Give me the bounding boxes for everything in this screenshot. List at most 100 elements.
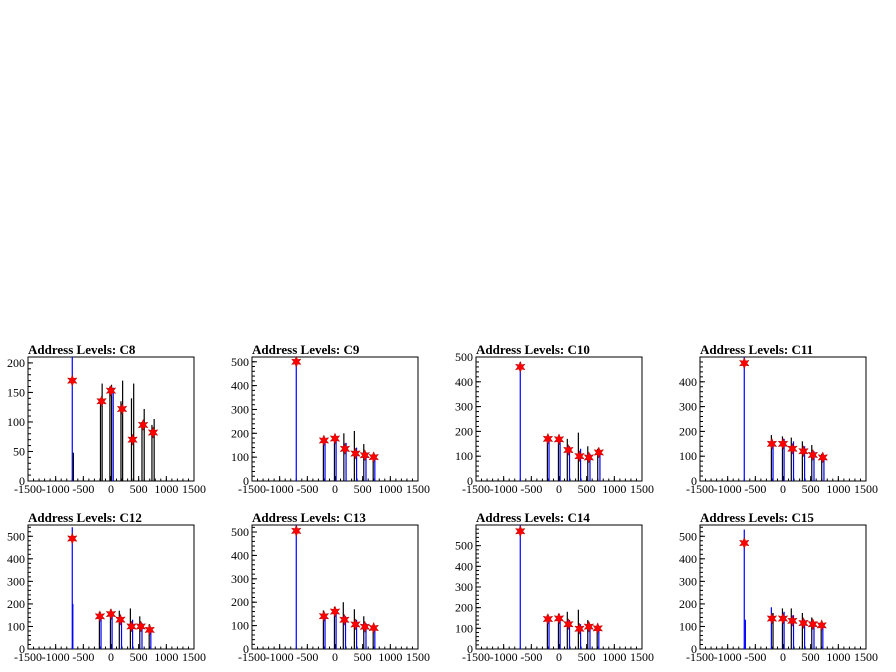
- peak-marker: [359, 449, 371, 462]
- y-tick-label: 200: [7, 597, 25, 611]
- x-tick-label: -1000: [266, 650, 294, 664]
- chart-panel: Address Levels: C13 0 100 200 300 400 500 -1500…: [231, 510, 430, 664]
- peak-marker: [777, 612, 789, 625]
- x-tick-label: 500: [578, 482, 596, 496]
- x-tick-label: -1500: [238, 650, 266, 664]
- chart-panel: Address Levels: C15 0 100 200 300 400 500 -1500…: [679, 510, 878, 664]
- peak-marker: [318, 434, 330, 447]
- peak-marker: [137, 418, 149, 431]
- chart-title: Address Levels: C12: [28, 510, 142, 525]
- x-tick-label: 0: [780, 650, 786, 664]
- peak-marker: [583, 620, 595, 633]
- y-tick-label: 0: [691, 642, 697, 656]
- peak-marker: [359, 620, 371, 633]
- peak-marker: [339, 442, 351, 455]
- peak-marker: [798, 617, 809, 630]
- y-tick-label: 200: [679, 597, 697, 611]
- peak-marker: [147, 426, 159, 439]
- peak-marker: [553, 612, 565, 625]
- peak-marker: [291, 524, 302, 537]
- peak-marker: [739, 357, 750, 370]
- y-tick-label: 400: [231, 379, 249, 393]
- y-tick-label: 300: [231, 572, 249, 586]
- y-tick-label: 500: [7, 529, 25, 543]
- chart-panel: Address Levels: C11 0 100 200 300 400 -1500 -10…: [679, 342, 878, 496]
- x-tick-label: -500: [296, 482, 318, 496]
- chart-panel: Address Levels: C14 0 100 200 300 400 500 -1500…: [455, 510, 654, 664]
- y-tick-label: 400: [455, 559, 473, 573]
- chart-title: Address Levels: C14: [476, 510, 590, 525]
- peak-marker: [515, 360, 526, 373]
- y-tick-label: 200: [679, 424, 697, 438]
- peak-marker: [350, 447, 361, 460]
- x-tick-label: 1000: [602, 650, 626, 664]
- x-tick-label: -500: [520, 650, 542, 664]
- x-tick-label: 500: [130, 650, 148, 664]
- y-tick-label: 50: [13, 444, 25, 458]
- x-tick-label: 1500: [854, 650, 878, 664]
- chart-panel: Address Levels: C8 0 50 100 150 200 -1500 -1000…: [7, 342, 206, 496]
- y-tick-label: 100: [679, 449, 697, 463]
- x-tick-label: 0: [556, 482, 562, 496]
- y-tick-label: 300: [679, 400, 697, 414]
- y-tick-label: 200: [455, 424, 473, 438]
- x-tick-label: 500: [130, 482, 148, 496]
- y-tick-label: 400: [7, 552, 25, 566]
- peak-marker: [135, 620, 147, 633]
- x-tick-label: 1000: [826, 650, 850, 664]
- y-tick-label: 0: [243, 642, 249, 656]
- peak-marker: [766, 437, 778, 450]
- y-tick-label: 0: [691, 474, 697, 488]
- peak-marker: [553, 433, 565, 446]
- x-tick-label: -1500: [238, 482, 266, 496]
- peak-marker: [807, 618, 819, 631]
- y-tick-label: 500: [455, 350, 473, 364]
- y-tick-label: 200: [231, 426, 249, 440]
- x-tick-label: 1000: [154, 650, 178, 664]
- peak-marker: [96, 395, 107, 408]
- chart-title: Address Levels: C10: [476, 342, 590, 357]
- peak-marker: [368, 451, 379, 464]
- peak-marker: [67, 532, 78, 545]
- x-tick-label: -1000: [42, 482, 70, 496]
- x-tick-label: -1000: [490, 482, 518, 496]
- y-tick-label: 500: [231, 525, 249, 539]
- peak-marker: [787, 614, 798, 627]
- peak-marker: [318, 610, 330, 623]
- peak-marker: [816, 619, 827, 632]
- x-tick-label: -1000: [714, 650, 742, 664]
- peak-marker: [583, 451, 595, 464]
- peak-marker: [787, 442, 798, 455]
- y-tick-label: 500: [679, 529, 697, 543]
- y-tick-label: 100: [679, 619, 697, 633]
- peak-marker: [127, 433, 138, 446]
- peak-marker: [350, 618, 361, 631]
- x-tick-label: 1000: [602, 482, 626, 496]
- y-tick-label: 500: [231, 355, 249, 369]
- y-tick-label: 150: [7, 385, 25, 399]
- x-tick-label: -1500: [14, 482, 42, 496]
- x-tick-label: -500: [744, 482, 766, 496]
- x-tick-label: -500: [72, 482, 94, 496]
- y-tick-label: 400: [455, 375, 473, 389]
- y-tick-label: 300: [455, 400, 473, 414]
- x-tick-label: -500: [744, 650, 766, 664]
- peak-marker: [593, 446, 605, 459]
- y-tick-label: 100: [231, 619, 249, 633]
- y-tick-label: 400: [231, 548, 249, 562]
- peak-marker: [105, 608, 117, 621]
- peak-marker: [807, 448, 819, 462]
- x-tick-label: -500: [520, 482, 542, 496]
- y-tick-label: 0: [243, 474, 249, 488]
- x-tick-label: -1500: [462, 650, 490, 664]
- chart-title: Address Levels: C15: [700, 510, 814, 525]
- peak-marker: [329, 432, 341, 445]
- x-tick-label: 500: [354, 650, 372, 664]
- chart-title: Address Levels: C8: [28, 342, 136, 357]
- x-tick-label: 0: [332, 482, 338, 496]
- x-tick-label: 500: [802, 482, 820, 496]
- x-tick-label: 0: [780, 482, 786, 496]
- x-tick-label: 0: [108, 650, 114, 664]
- x-tick-label: 1500: [406, 482, 430, 496]
- peak-marker: [817, 451, 829, 464]
